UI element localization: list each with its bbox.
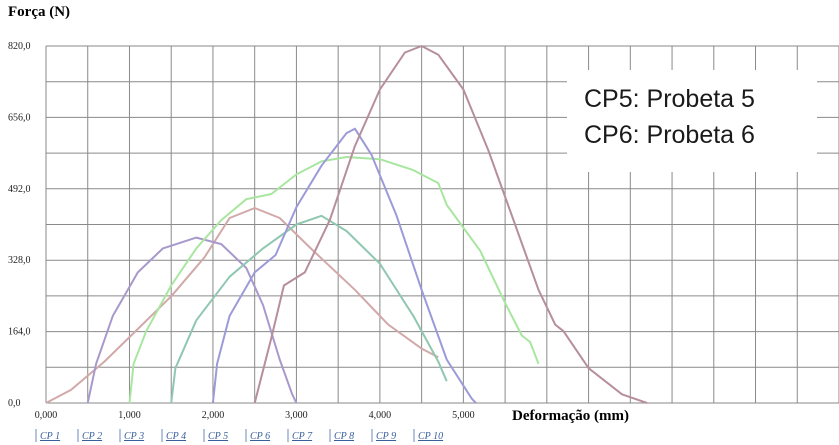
tick-labels: 0,0 164,0 328,0 492,0 656,0 820,0 0,000 1,000 2,…: [8, 41, 475, 421]
legend-item-cp9[interactable]: CP 9: [376, 431, 396, 442]
annotation-line-2: CP6: Probeta 6: [584, 121, 755, 149]
legend: CP 1 CP 2 CP 3 CP 4 CP 5 CP 6 CP 7 CP 8 CP 9 CP 1…: [35, 429, 443, 442]
legend-item-cp2[interactable]: CP 2: [82, 431, 102, 442]
y-tick-label: 0,0: [8, 398, 21, 409]
series-line-4: [170, 214, 448, 404]
legend-item-cp8[interactable]: CP 8: [334, 431, 354, 442]
y-tick-label: 492,0: [8, 184, 31, 195]
x-tick-label: 3,000: [285, 410, 308, 421]
series-line-5: [211, 127, 477, 404]
legend-item-cp10[interactable]: CP 10: [418, 431, 443, 442]
x-tick-label: 2,000: [202, 410, 225, 421]
legend-item-cp4[interactable]: CP 4: [166, 431, 186, 442]
legend-item-cp1[interactable]: CP 1: [40, 431, 60, 442]
annotation-line-1: CP5: Probeta 5: [584, 85, 755, 113]
series-line-1: [45, 207, 439, 404]
legend-item-cp7[interactable]: CP 7: [292, 431, 313, 442]
x-tick-label: 0,000: [35, 410, 58, 421]
series-line-6: [253, 45, 648, 404]
y-tick-label: 328,0: [8, 255, 31, 266]
annotation-box: CP5: Probeta 5 CP6: Probeta 6: [567, 70, 817, 172]
x-tick-label: 4,000: [369, 410, 392, 421]
y-axis-label: Força (N): [8, 4, 71, 20]
legend-item-cp3[interactable]: CP 3: [124, 431, 144, 442]
grid-lines: [45, 45, 839, 404]
series-line-2: [86, 236, 298, 404]
x-tick-label: 1,000: [118, 410, 141, 421]
series-line-3: [128, 156, 540, 404]
y-tick-label: 820,0: [8, 41, 31, 52]
x-axis-label: Deformação (mm): [512, 408, 630, 424]
x-tick-label: 5,000: [452, 410, 475, 421]
y-tick-label: 164,0: [8, 327, 31, 338]
legend-item-cp6[interactable]: CP 6: [250, 431, 270, 442]
legend-item-cp5[interactable]: CP 5: [208, 431, 228, 442]
y-tick-label: 656,0: [8, 112, 31, 123]
series-group: [45, 45, 648, 404]
